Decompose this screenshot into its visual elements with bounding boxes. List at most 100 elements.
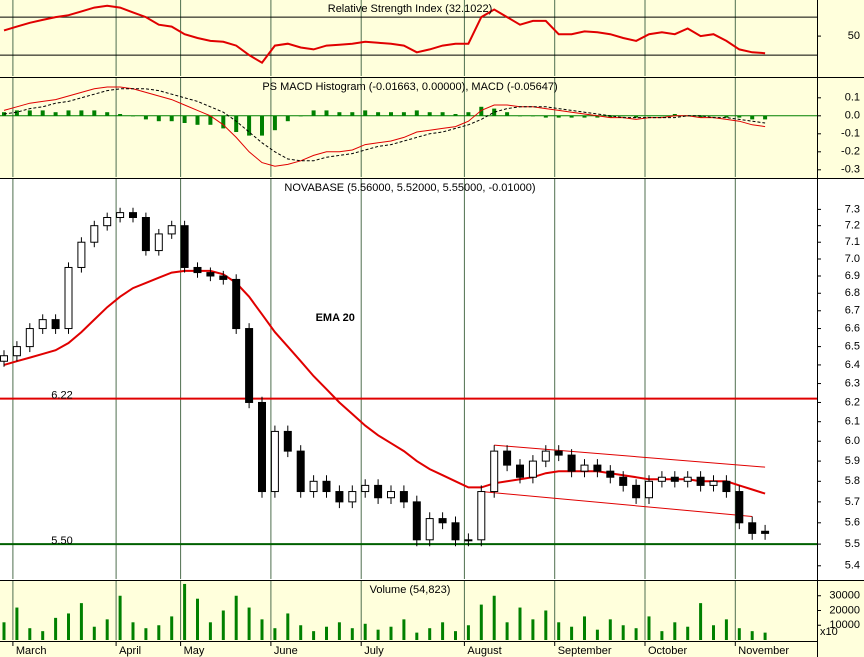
histogram-bar xyxy=(621,115,626,117)
histogram-bar xyxy=(737,115,742,118)
candle-body xyxy=(412,501,421,541)
volume-bar xyxy=(337,622,341,640)
histogram-bar xyxy=(569,115,574,118)
histogram-bar xyxy=(453,114,458,116)
histogram-bar xyxy=(492,108,497,116)
histogram-bar xyxy=(530,115,535,117)
histogram-bar xyxy=(169,115,174,122)
y-tick-label: 6.9 xyxy=(845,270,860,282)
x-tick-label: March xyxy=(16,645,47,657)
histogram-bar xyxy=(389,112,393,116)
volume-bar xyxy=(583,616,586,640)
volume-bar xyxy=(544,610,548,640)
ema-line xyxy=(3,269,766,495)
trend-line xyxy=(494,444,766,468)
y-tick-label: 6.8 xyxy=(845,287,860,299)
y-tick-label: 6.6 xyxy=(845,322,860,334)
candle-body xyxy=(477,491,486,541)
candle-body xyxy=(490,450,499,493)
horizontal-line-label: 6.22 xyxy=(51,390,72,402)
histogram-bar xyxy=(272,115,277,131)
histogram-bar xyxy=(724,115,729,118)
y-tick-label: 30000 xyxy=(829,590,860,602)
y-tick-label: 5.9 xyxy=(845,455,860,467)
volume-bar xyxy=(647,616,651,640)
histogram-bar xyxy=(260,115,264,136)
histogram-bar xyxy=(182,115,187,123)
candle-body xyxy=(399,491,408,503)
volume-bar xyxy=(79,603,83,640)
candle-body xyxy=(748,522,757,534)
volume-bar xyxy=(402,619,406,640)
volume-bar xyxy=(686,626,690,640)
horizontal-line-label: 5.50 xyxy=(51,535,72,547)
histogram-bar xyxy=(543,115,548,118)
volume-bar xyxy=(712,625,715,640)
candle-body xyxy=(657,476,666,482)
volume-bar xyxy=(737,628,741,640)
y-tick-label: 0.0 xyxy=(845,110,860,122)
volume-bar xyxy=(118,595,122,640)
candle-body xyxy=(709,480,718,486)
volume-bar xyxy=(2,622,6,640)
candle-body xyxy=(632,484,641,499)
histogram-bar xyxy=(337,112,342,116)
volume-bar xyxy=(170,616,174,640)
ema-label: EMA 20 xyxy=(316,312,355,324)
volume-bar xyxy=(454,631,457,640)
volume-bar xyxy=(660,631,664,640)
volume-bar xyxy=(673,622,677,640)
volume-bar xyxy=(608,619,612,640)
candle-body xyxy=(193,266,202,274)
y-tick-label: 5.7 xyxy=(845,496,860,508)
histogram-bar xyxy=(711,115,716,117)
candle-body xyxy=(219,275,228,280)
volume-bar xyxy=(531,619,535,640)
candle-body xyxy=(12,346,21,357)
volume-bar xyxy=(376,629,380,640)
histogram-bar xyxy=(105,112,110,116)
histogram-bar xyxy=(440,112,445,116)
candle-body xyxy=(283,430,292,452)
candle-body xyxy=(374,484,383,499)
histogram-bar xyxy=(401,112,406,116)
candle-body xyxy=(348,491,357,503)
candle-body xyxy=(593,464,602,472)
y-tick-label: 20000 xyxy=(829,604,860,616)
volume-bar xyxy=(273,628,277,640)
volume-bar xyxy=(234,595,238,640)
volume-bar xyxy=(196,598,199,640)
histogram-bar xyxy=(40,110,45,116)
histogram-bar xyxy=(505,112,510,116)
histogram-bar xyxy=(363,110,368,116)
volume-bar xyxy=(441,622,445,640)
histogram-bar xyxy=(698,115,703,118)
candle-body xyxy=(735,491,744,524)
histogram-bar xyxy=(118,114,123,116)
panel-title: PS MACD Histogram (-0.01663, 0.00000), M… xyxy=(262,81,557,93)
x-tick-label: May xyxy=(184,645,205,657)
candle-body xyxy=(619,476,628,486)
volume-bar xyxy=(247,607,251,640)
y-tick-label: 6.1 xyxy=(845,416,860,428)
candle-body xyxy=(103,217,112,227)
candle-body xyxy=(322,480,331,493)
volume-bar xyxy=(350,628,354,640)
y-tick-label: 7.2 xyxy=(845,220,860,232)
volume-panel xyxy=(0,581,864,657)
x-tick-label: September xyxy=(558,645,612,657)
candle-body xyxy=(387,491,395,499)
histogram-bar xyxy=(595,115,600,118)
histogram-bar xyxy=(750,115,755,120)
histogram-bar xyxy=(143,115,148,120)
volume-bar xyxy=(389,626,393,640)
y-tick-label: 6.7 xyxy=(845,305,860,317)
histogram-bar xyxy=(659,115,664,117)
y-tick-label: 6.5 xyxy=(845,341,860,353)
candle-body xyxy=(516,464,524,478)
volume-bar xyxy=(208,622,212,640)
candle-body xyxy=(425,518,434,541)
y-tick-label: 5.4 xyxy=(845,560,860,572)
candle-body xyxy=(503,450,512,466)
candle-body xyxy=(309,480,318,493)
